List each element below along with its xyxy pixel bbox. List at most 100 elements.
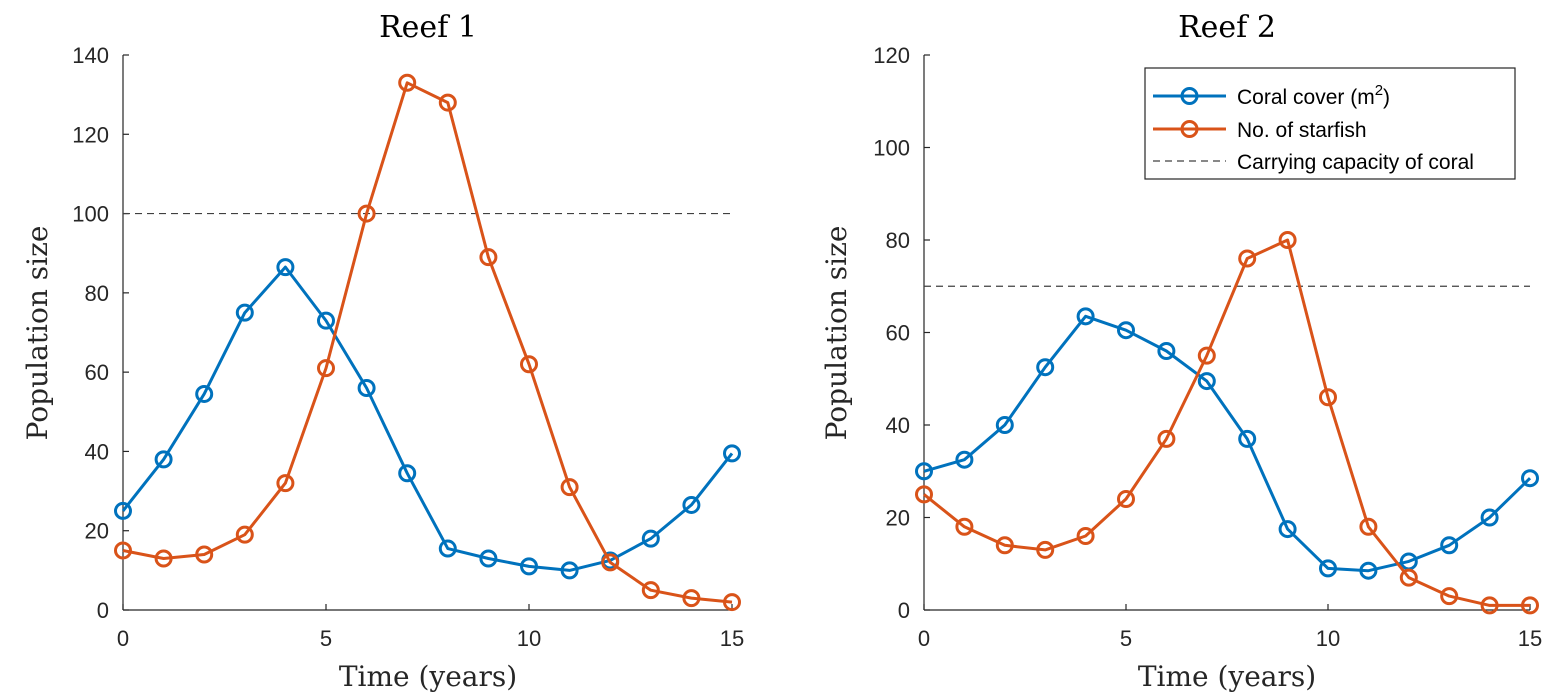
y-tick-label: 120 bbox=[72, 122, 109, 147]
coral-cover-point bbox=[438, 539, 457, 558]
y-tick-label: 40 bbox=[85, 439, 109, 464]
coral-cover-point bbox=[915, 462, 933, 481]
coral-cover-point bbox=[154, 450, 173, 469]
coral-cover-point bbox=[1197, 372, 1216, 391]
x-axis-title: Time (years) bbox=[339, 660, 517, 693]
axes: 0 20 40 60 80 100 120 140 0 5 10 15 bbox=[72, 43, 744, 651]
coral-cover-point bbox=[195, 384, 214, 403]
coral-cover-point bbox=[357, 379, 376, 397]
starfish-point bbox=[438, 93, 457, 112]
x-tick-label: 10 bbox=[1316, 626, 1340, 651]
x-tick-label: 0 bbox=[117, 626, 129, 651]
legend-coral-label: Coral cover (m2) bbox=[1237, 82, 1390, 109]
coral-cover-point bbox=[1076, 307, 1095, 326]
y-tick-label: 140 bbox=[72, 43, 109, 68]
starfish-point bbox=[235, 525, 254, 544]
starfish-point bbox=[276, 474, 295, 493]
x-axis-title: Time (years) bbox=[1138, 660, 1316, 693]
coral-cover-point bbox=[479, 549, 498, 568]
y-tick-label: 80 bbox=[886, 228, 910, 253]
legend-coral-marker bbox=[1180, 87, 1199, 105]
legend: Coral cover (m2) No. of starfish Carryin… bbox=[1144, 67, 1516, 180]
marks bbox=[915, 231, 1539, 615]
y-tick-label: 60 bbox=[886, 321, 910, 346]
starfish-point bbox=[682, 589, 701, 608]
coral-cover-point bbox=[235, 303, 254, 322]
coral-cover-point bbox=[955, 450, 974, 469]
starfish-point bbox=[723, 593, 741, 612]
starfish-series-line bbox=[923, 238, 1530, 607]
starfish-point bbox=[357, 204, 376, 223]
chart-title: Reef 1 bbox=[379, 10, 477, 45]
starfish-point bbox=[1440, 587, 1459, 606]
legend-capacity-label: Carrying capacity of coral bbox=[1237, 151, 1474, 174]
starfish-point bbox=[479, 248, 498, 267]
starfish-point bbox=[915, 485, 933, 504]
y-tick-label: 100 bbox=[873, 136, 910, 161]
starfish-point bbox=[114, 541, 132, 560]
starfish-point bbox=[601, 553, 620, 572]
coral-cover-point bbox=[682, 495, 701, 514]
coral-cover-point bbox=[560, 561, 579, 580]
coral-cover-point bbox=[1521, 469, 1539, 488]
starfish-point bbox=[520, 355, 538, 374]
starfish-point bbox=[1036, 540, 1055, 559]
y-tick-label: 120 bbox=[873, 43, 910, 68]
x-tick-label: 5 bbox=[1120, 626, 1132, 651]
x-tick-label: 15 bbox=[720, 626, 744, 651]
y-tick-label: 100 bbox=[72, 202, 109, 227]
marks bbox=[114, 73, 741, 612]
coral-cover-series-line bbox=[923, 314, 1532, 573]
coral-cover-series-line bbox=[121, 265, 734, 572]
coral-cover-point bbox=[114, 501, 132, 520]
coral-cover-point bbox=[1440, 536, 1459, 555]
starfish-point bbox=[398, 73, 417, 92]
starfish-point bbox=[1076, 527, 1095, 545]
y-tick-label: 40 bbox=[886, 413, 910, 438]
x-tick-label: 5 bbox=[320, 626, 332, 651]
y-axis-title: Population size bbox=[21, 226, 54, 441]
x-tick-label: 15 bbox=[1518, 626, 1542, 651]
starfish-point bbox=[955, 517, 974, 536]
y-axis-title: Population size bbox=[820, 226, 853, 441]
coral-cover-point bbox=[1157, 342, 1176, 360]
starfish-point bbox=[1480, 596, 1499, 615]
coral-cover-point bbox=[1036, 358, 1055, 377]
starfish-point bbox=[1399, 568, 1418, 587]
coral-cover-point bbox=[1238, 429, 1257, 448]
coral-cover-point bbox=[398, 464, 417, 483]
coral-cover-point bbox=[1278, 520, 1297, 539]
y-tick-label: 20 bbox=[85, 519, 109, 544]
y-tick-label: 20 bbox=[886, 506, 910, 531]
chart-title: Reef 2 bbox=[1178, 10, 1276, 45]
starfish-point bbox=[1278, 231, 1297, 249]
y-tick-label: 80 bbox=[85, 281, 109, 306]
starfish-point bbox=[641, 581, 660, 600]
y-tick-label: 0 bbox=[97, 598, 109, 623]
y-tick-label: 60 bbox=[85, 360, 109, 385]
starfish-point bbox=[560, 478, 579, 497]
coral-cover-point bbox=[1319, 559, 1337, 578]
y-tick-label: 0 bbox=[898, 598, 910, 623]
x-tick-label: 0 bbox=[918, 626, 930, 651]
starfish-point bbox=[1521, 596, 1539, 615]
legend-starfish-marker bbox=[1180, 120, 1199, 138]
starfish-point bbox=[1117, 490, 1135, 508]
reef-1-chart: Reef 1 Time (years) Population size 0 20 4… bbox=[21, 10, 744, 693]
coral-cover-point bbox=[276, 258, 295, 277]
starfish-point bbox=[995, 536, 1014, 555]
legend-starfish-label: No. of starfish bbox=[1237, 119, 1367, 142]
reef-2-chart: Reef 2 Time (years) Population size 0 20 4… bbox=[820, 10, 1542, 693]
starfish-point bbox=[1359, 517, 1378, 536]
starfish-series-line bbox=[122, 81, 733, 604]
coral-cover-point bbox=[995, 416, 1014, 434]
coral-cover-point bbox=[641, 529, 660, 548]
starfish-point bbox=[195, 545, 214, 564]
starfish-point bbox=[154, 549, 173, 568]
coral-cover-point bbox=[1117, 321, 1135, 340]
coral-cover-point bbox=[723, 444, 741, 463]
coral-cover-point bbox=[520, 557, 538, 576]
starfish-point bbox=[1197, 346, 1216, 365]
starfish-point bbox=[317, 359, 335, 378]
